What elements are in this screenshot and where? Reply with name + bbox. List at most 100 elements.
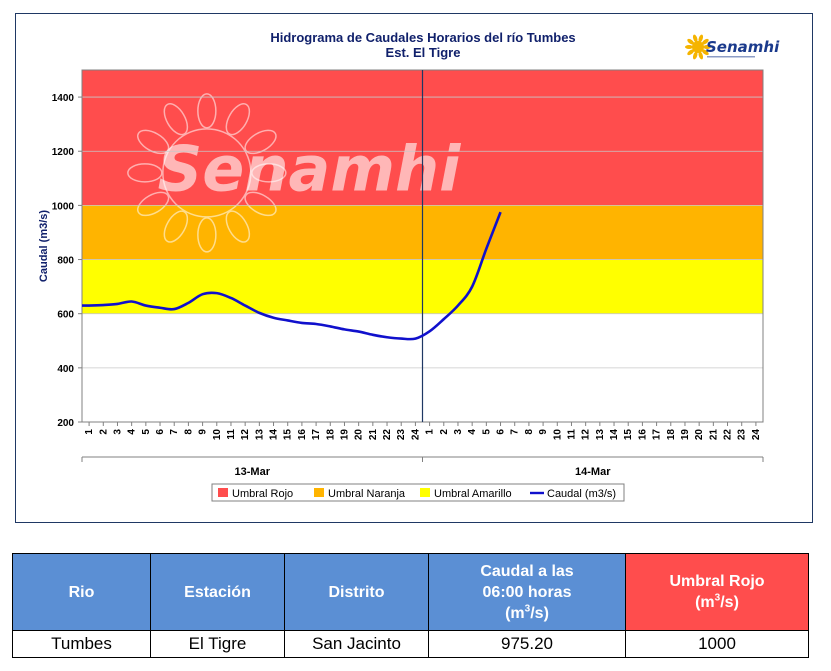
logo-sun-icon [685,34,711,60]
y-axis-label: Caudal (m3/s) [38,210,50,282]
day-group-label: 14-Mar [575,466,611,478]
x-tick-label: 22 [723,429,734,441]
x-tick-label: 4 [467,429,478,435]
sun-ray [225,103,251,136]
y-tick-label: 1400 [52,93,75,104]
day-group-label: 13-Mar [235,466,271,478]
header-rio: Rio [12,553,151,631]
x-tick-label: 9 [198,429,209,435]
hydrograph-chart: Senamhi 200 400 600 800 1000 1200 1400 Caudal (… [38,30,780,502]
sun-ray [225,210,251,243]
x-tick-label: 6 [155,429,166,435]
legend-swatch [218,488,228,497]
legend-label: Caudal (m3/s) [547,488,616,500]
sun-ray [244,129,277,155]
chart-subtitle: Est. El Tigre [386,45,461,60]
sun-ray [127,163,163,183]
x-tick-label: 8 [524,429,535,435]
logo-ray [698,34,704,43]
logo-ray [687,38,695,45]
legend-label: Umbral Rojo [232,488,293,500]
y-tick-label: 600 [57,310,74,321]
x-tick-label: 1 [84,429,95,435]
x-tick-label: 20 [694,429,705,441]
x-tick-label: 17 [652,429,663,441]
x-tick-label: 23 [737,429,748,441]
sun-ray [137,129,170,155]
y-tick-label: 200 [57,418,74,429]
series-line-caudal [81,211,502,341]
x-tick-label: 19 [680,429,691,441]
x-tick-label: 11 [566,429,577,440]
x-tick-label: 10 [552,429,563,441]
table-header-row: Rio Estación Distrito Caudal a las 06:00… [12,553,809,631]
sun-ray [163,103,189,136]
x-tick-label: 14 [269,429,280,441]
chart-titles: Hidrograma de Caudales Horarios del río … [270,30,575,60]
y-tick-label: 800 [57,256,74,267]
table-row: Tumbes El Tigre San Jacinto 975.20 1000 [12,630,809,658]
x-tick-label: 16 [637,429,648,441]
x-tick-label: 23 [396,429,407,441]
x-tick-label: 21 [708,429,719,441]
x-tick-label: 1 [425,429,436,435]
logo-tagline-line [707,56,755,58]
x-tick-label: 18 [666,429,677,441]
header-estacion: Estación [150,553,285,631]
x-tick-label: 6 [496,429,507,435]
header-distrito: Distrito [284,553,429,631]
sun-ray [251,163,287,183]
watermark-text: Senamhi [158,132,461,205]
cell-distrito: San Jacinto [284,630,429,658]
header-caudal: Caudal a las 06:00 horas (m3/s) [428,553,626,631]
legend-swatch [420,488,430,497]
x-tick-label: 8 [183,429,194,435]
y-tick-label: 1200 [52,147,75,158]
logo-ray [692,34,698,43]
logo-ray [701,38,709,45]
header-umbral-rojo: Umbral Rojo (m3/s) [625,553,809,631]
x-tick-label: 5 [141,429,152,435]
sun-ray [244,191,277,217]
cell-estacion: El Tigre [150,630,285,658]
x-tick-label: 9 [538,429,549,435]
senamhi-logo: Senamhi [685,34,780,60]
sun-core [162,128,252,218]
x-tick-label: 2 [439,429,450,435]
cell-umbral: 1000 [625,630,809,658]
x-tick-label: 4 [127,429,138,435]
logo-ray [687,49,695,56]
sun-ray [137,191,170,217]
x-tick-label: 24 [410,429,421,441]
caudal-series [81,211,502,341]
logo-core [692,41,704,53]
x-tick-label: 13 [595,429,606,441]
x-tick-label: 13 [254,429,265,441]
legend-swatch [314,488,324,497]
station-table: Rio Estación Distrito Caudal a las 06:00… [12,553,809,658]
cell-caudal: 975.20 [428,630,626,658]
x-tick-label: 11 [226,429,237,440]
legend-label: Umbral Amarillo [434,488,512,500]
x-tick-label: 17 [311,429,322,441]
sun-ray [163,210,189,243]
y-tick-label: 400 [57,364,74,375]
y-tick-label: 1000 [52,201,75,212]
x-tick-label: 5 [481,429,492,435]
x-tick-label: 3 [453,429,464,435]
x-tick-label: 18 [325,429,336,441]
x-tick-label: 12 [240,429,251,441]
x-tick-label: 22 [382,429,393,441]
logo-ray [692,51,698,60]
x-tick-label: 12 [581,429,592,441]
logo-ray [703,45,711,49]
x-tick-label: 15 [623,429,634,441]
logo-ray [701,49,709,56]
x-tick-label: 20 [354,429,365,441]
cell-rio: Tumbes [12,630,151,658]
senamhi-watermark: Senamhi [127,93,461,253]
chart-frame: Senamhi 200 400 600 800 1000 1200 1400 Caudal (… [15,13,813,523]
x-tick-label: 7 [169,429,180,435]
x-tick-label: 21 [368,429,379,441]
